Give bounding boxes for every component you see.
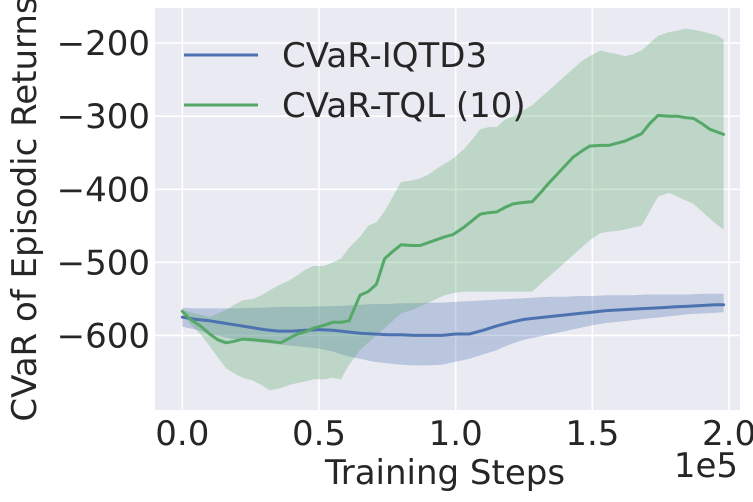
legend-label-cvar-iqtd3: CVaR-IQTD3 xyxy=(282,36,487,76)
line-cvar-iqtd3 xyxy=(180,303,726,337)
y-tick-label: −600 xyxy=(57,316,150,356)
legend-label-cvar-tql: CVaR-TQL (10) xyxy=(282,86,526,126)
x-offset-label: 1e5 xyxy=(674,446,738,486)
x-tick-label: 2.0 xyxy=(702,414,753,454)
x-tick-label: 0.5 xyxy=(292,414,346,454)
plot-background xyxy=(155,8,740,410)
y-tick-label: −500 xyxy=(57,243,150,283)
x-tick-label: 1.5 xyxy=(565,414,619,454)
x-tick-labels: 0.0 0.5 1.0 1.5 2.0 xyxy=(155,414,753,454)
y-tick-label: −200 xyxy=(57,24,150,64)
y-tick-labels: −600 −500 −400 −300 −200 xyxy=(57,24,150,356)
y-tick-label: −400 xyxy=(57,170,150,210)
x-tick-label: 0.0 xyxy=(155,414,209,454)
grid-x xyxy=(181,8,730,410)
y-axis-title: CVaR of Episodic Returns xyxy=(5,0,45,422)
y-tick-label: −300 xyxy=(57,97,150,137)
line-cvar-tql xyxy=(180,113,726,345)
series-lines xyxy=(180,113,726,345)
band-cvar-tql xyxy=(182,28,724,391)
x-tick-label: 1.0 xyxy=(429,414,483,454)
x-axis-title: Training Steps xyxy=(324,453,565,493)
legend: CVaR-IQTD3 CVaR-TQL (10) xyxy=(184,36,526,126)
